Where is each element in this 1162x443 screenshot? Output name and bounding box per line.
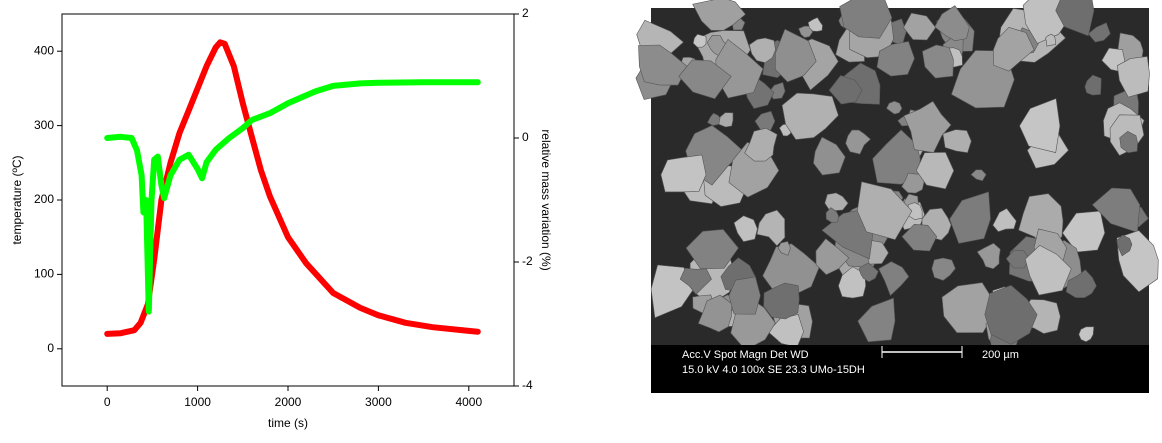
particle [839, 0, 893, 39]
particle [775, 28, 817, 83]
particle [1065, 269, 1097, 298]
particle [934, 5, 970, 42]
scale-label: 200 µm [982, 349, 1019, 361]
sem-image: Acc.V Spot Magn Det WD 15.0 kV 4.0 100x … [635, 0, 1159, 393]
particle [1055, 0, 1095, 37]
particle [678, 59, 732, 100]
particle [1116, 56, 1150, 98]
y-tick-label: 200 [34, 192, 54, 206]
info-line: Acc.V Spot Magn Det WD [682, 349, 809, 361]
y2-tick-label: -2 [522, 254, 533, 268]
particle [1005, 249, 1031, 269]
particle [915, 151, 955, 190]
particles [635, 0, 1159, 358]
x-tick-label: 0 [104, 395, 111, 409]
y2-tick-label: 2 [522, 6, 529, 20]
particle [993, 26, 1035, 72]
particle [813, 136, 846, 176]
y2-axis-label: relative mass variation (%) [539, 129, 553, 270]
particle [638, 44, 688, 86]
particle [728, 276, 761, 315]
particle [976, 242, 1001, 270]
particle [1078, 326, 1095, 343]
particle [807, 17, 823, 32]
particle [828, 75, 863, 105]
particle [1024, 245, 1072, 296]
particle [845, 129, 871, 155]
particle [858, 262, 879, 283]
particle [754, 110, 776, 131]
particle [707, 112, 722, 126]
particle [942, 129, 972, 154]
y2-tick-label: 0 [522, 130, 529, 144]
data-line [104, 79, 481, 315]
particle [992, 208, 1017, 233]
particle [685, 229, 739, 270]
particle [1119, 130, 1138, 154]
particle [815, 238, 850, 276]
y-tick-label: 0 [47, 341, 54, 355]
particle [660, 154, 707, 193]
particle [824, 192, 849, 211]
x-tick-label: 3000 [365, 395, 392, 409]
y-axis-label: temperature (ºC) [10, 155, 24, 244]
particle [878, 261, 910, 297]
x-tick-label: 2000 [275, 395, 302, 409]
particle [857, 297, 896, 343]
x-axis-label: time (s) [268, 416, 308, 430]
particle [941, 282, 998, 334]
particle [901, 223, 938, 252]
particle [763, 282, 800, 320]
particle [1019, 98, 1061, 153]
particle [1044, 33, 1056, 47]
particle [762, 243, 820, 296]
particle [949, 191, 991, 244]
particle [931, 257, 956, 281]
x-tick-label: 1000 [184, 395, 211, 409]
particle [733, 215, 758, 243]
x-tick-label: 4000 [455, 395, 482, 409]
particle [903, 12, 937, 41]
particle [856, 181, 913, 241]
info-bar [651, 345, 1149, 393]
particle [756, 209, 786, 247]
particle [922, 44, 954, 79]
particle [744, 127, 778, 162]
y-tick-label: 400 [34, 43, 54, 57]
particle [679, 267, 712, 295]
particle [777, 241, 791, 256]
info-line: 15.0 kV 4.0 100x SE 23.3 UMo-15DH [682, 364, 865, 376]
particle [903, 100, 952, 153]
particle [984, 285, 1038, 345]
particle [876, 41, 915, 77]
particle [692, 33, 707, 48]
particle [1084, 74, 1102, 96]
y-tick-label: 300 [34, 118, 54, 132]
particle [749, 37, 776, 64]
particle [1116, 234, 1133, 257]
particle [825, 207, 839, 223]
particle [781, 92, 839, 140]
y-tick-label: 100 [34, 267, 54, 281]
particle [718, 112, 734, 128]
particle [970, 169, 987, 182]
particle [886, 100, 903, 115]
particle [692, 0, 746, 31]
y2-tick-label: -4 [522, 378, 533, 392]
particle [697, 294, 733, 333]
